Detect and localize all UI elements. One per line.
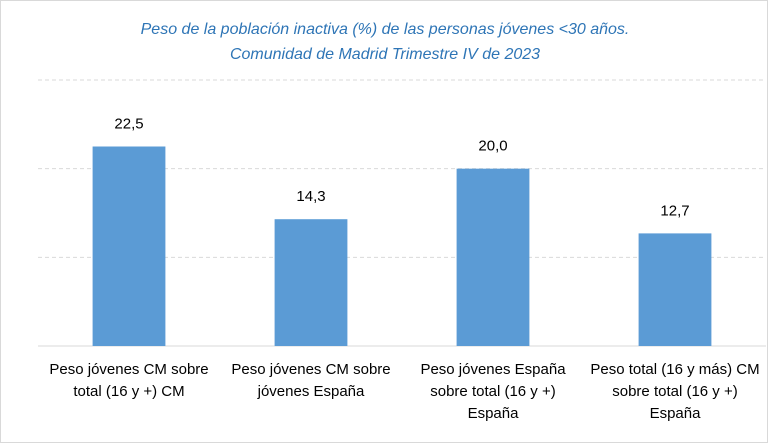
bar bbox=[274, 219, 348, 346]
x-tick-label: Peso jóvenes CM sobre total (16 y +) CM bbox=[49, 361, 209, 400]
chart-title: Peso de la población inactiva (%) de las… bbox=[140, 21, 630, 38]
data-label: 22,5 bbox=[114, 116, 143, 133]
chart-subtitle: Comunidad de Madrid Trimestre IV de 2023 bbox=[229, 46, 541, 63]
x-tick-label: Peso jóvenes CM sobre jóvenes España bbox=[231, 361, 391, 400]
bar bbox=[92, 146, 166, 346]
x-tick-label: Peso total (16 y más) CM sobre total (16… bbox=[590, 361, 760, 422]
bar bbox=[456, 168, 530, 346]
bar bbox=[638, 233, 712, 346]
data-label: 12,7 bbox=[660, 202, 689, 219]
data-label: 14,3 bbox=[296, 188, 325, 205]
data-label: 20,0 bbox=[478, 138, 507, 155]
x-tick-label: Peso jóvenes España sobre total (16 y +)… bbox=[420, 361, 566, 422]
